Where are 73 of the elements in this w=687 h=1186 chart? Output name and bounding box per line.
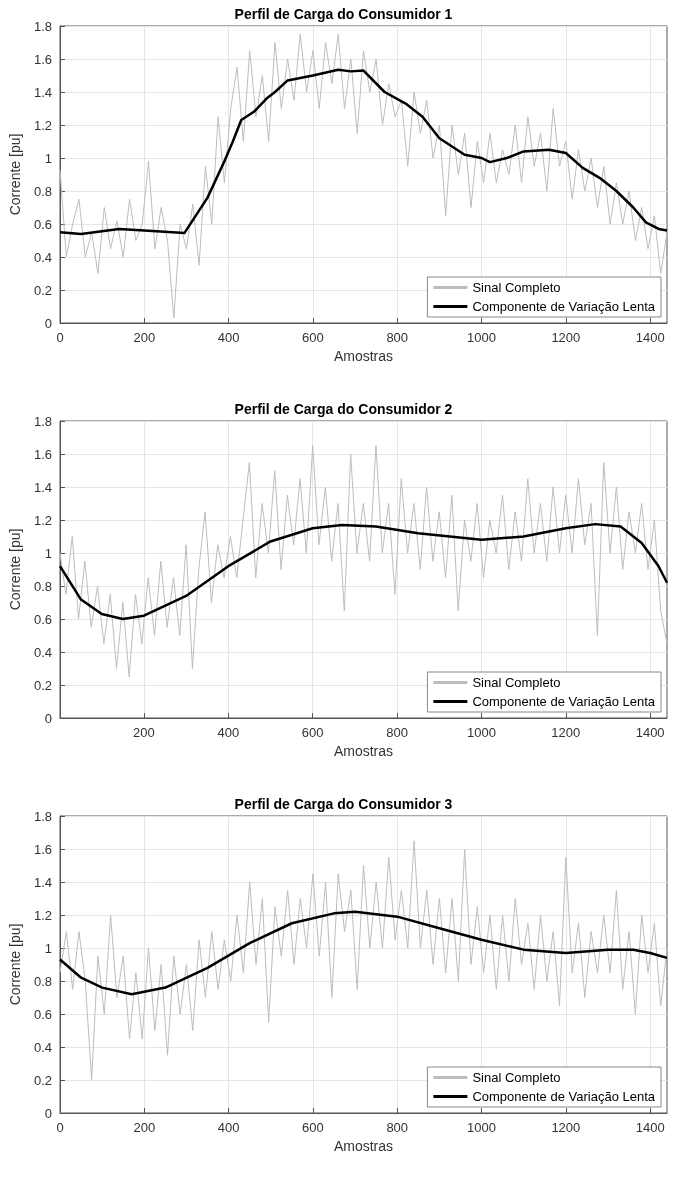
x-tick-label: 800 bbox=[386, 1120, 409, 1135]
x-tick-label: 0 bbox=[56, 1120, 64, 1135]
line-series bbox=[58, 522, 669, 621]
y-tick-label: 1.2 bbox=[33, 907, 52, 923]
y-tick-label: 0.2 bbox=[33, 282, 52, 298]
x-axis-title: Amostras bbox=[333, 1138, 394, 1154]
y-tick-label: 0.8 bbox=[33, 183, 52, 199]
y-tick-label: 0.4 bbox=[33, 249, 52, 265]
y-tick-label: 0.2 bbox=[33, 677, 52, 693]
x-axis-title: Amostras bbox=[333, 348, 394, 364]
x-tick-label: 600 bbox=[301, 725, 324, 740]
y-tick-label: 1.8 bbox=[33, 18, 52, 34]
x-axis-title: Amostras bbox=[333, 743, 394, 759]
y-tick-label: 1.6 bbox=[33, 51, 52, 67]
x-tick-label: 1400 bbox=[635, 725, 665, 740]
legend-label: Sinal Completo bbox=[472, 280, 561, 295]
y-tick-label: 0 bbox=[44, 1105, 52, 1121]
line-series bbox=[59, 33, 668, 319]
y-tick-label: 1 bbox=[44, 545, 52, 561]
x-tick-label: 1400 bbox=[635, 1120, 665, 1135]
legend-label: Sinal Completo bbox=[472, 675, 561, 690]
x-tick-label: 1000 bbox=[466, 725, 496, 740]
x-tick-label: 0 bbox=[56, 330, 64, 345]
x-tick-label: 1000 bbox=[467, 1120, 496, 1135]
x-tick-label: 1200 bbox=[551, 1120, 581, 1135]
legend-label: Componente de Variação Lenta bbox=[472, 299, 656, 314]
x-tick-label: 1400 bbox=[635, 330, 665, 345]
y-tick-label: 1.8 bbox=[33, 413, 52, 429]
y-tick-label: 0.8 bbox=[33, 578, 52, 594]
legend-label: Componente de Variação Lenta bbox=[472, 1089, 656, 1104]
y-tick-label: 1 bbox=[44, 940, 52, 956]
x-tick-label: 200 bbox=[133, 725, 155, 740]
y-tick-label: 0.4 bbox=[33, 1039, 52, 1055]
x-tick-label: 1200 bbox=[551, 330, 581, 345]
chart-title: Perfil de Carga do Consumidor 1 bbox=[234, 6, 453, 22]
x-tick-label: 1200 bbox=[551, 725, 581, 740]
chart-title: Perfil de Carga do Consumidor 3 bbox=[234, 796, 453, 812]
y-tick-label: 0.2 bbox=[33, 1072, 52, 1088]
x-tick-label: 200 bbox=[133, 330, 156, 345]
y-axis-title: Corrente [pu] bbox=[7, 528, 23, 611]
y-tick-label: 1.2 bbox=[33, 512, 52, 528]
y-tick-label: 0.4 bbox=[33, 644, 52, 660]
y-tick-label: 1.4 bbox=[33, 84, 52, 100]
line-series bbox=[59, 445, 668, 678]
x-tick-label: 200 bbox=[133, 1120, 156, 1135]
chart-title: Perfil de Carga do Consumidor 2 bbox=[234, 401, 453, 417]
x-tick-label: 400 bbox=[217, 725, 240, 740]
legend-label: Componente de Variação Lenta bbox=[472, 694, 656, 709]
y-tick-label: 1 bbox=[44, 150, 52, 166]
y-tick-label: 1.8 bbox=[33, 808, 52, 824]
y-tick-label: 0.8 bbox=[33, 973, 52, 989]
x-tick-label: 800 bbox=[386, 330, 409, 345]
x-tick-label: 1000 bbox=[467, 330, 496, 345]
y-tick-label: 0.6 bbox=[33, 611, 52, 627]
y-tick-label: 0.6 bbox=[33, 216, 52, 232]
y-tick-label: 1.4 bbox=[33, 479, 52, 495]
line-series bbox=[58, 910, 669, 996]
x-tick-label: 400 bbox=[217, 1120, 240, 1135]
line-series bbox=[58, 68, 669, 236]
y-tick-label: 1.6 bbox=[33, 841, 52, 857]
x-tick-label: 400 bbox=[217, 330, 240, 345]
y-tick-label: 1.2 bbox=[33, 117, 52, 133]
x-tick-label: 600 bbox=[302, 330, 324, 345]
y-tick-label: 1.6 bbox=[33, 446, 52, 462]
x-tick-label: 600 bbox=[302, 1120, 324, 1135]
y-tick-label: 0.6 bbox=[33, 1006, 52, 1022]
y-axis-title: Corrente [pu] bbox=[7, 133, 23, 216]
x-tick-label: 800 bbox=[386, 725, 408, 740]
y-tick-label: 0 bbox=[44, 315, 52, 331]
legend-label: Sinal Completo bbox=[472, 1070, 561, 1085]
y-tick-label: 0 bbox=[44, 710, 52, 726]
y-axis-title: Corrente [pu] bbox=[7, 923, 23, 1006]
y-tick-label: 1.4 bbox=[33, 874, 52, 890]
